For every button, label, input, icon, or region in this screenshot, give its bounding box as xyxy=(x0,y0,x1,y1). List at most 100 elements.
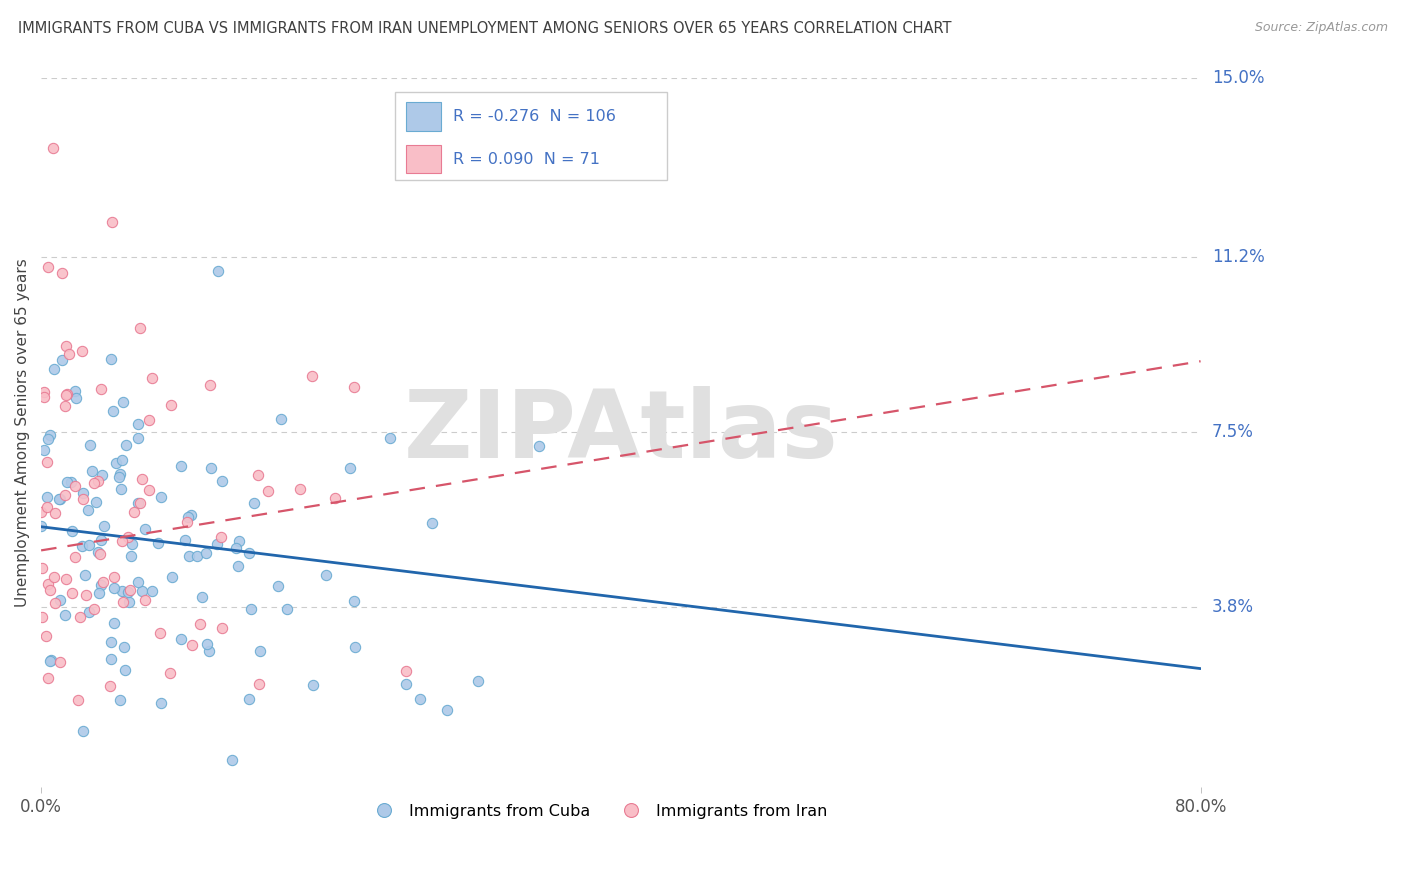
Point xyxy=(111,453,134,467)
Point xyxy=(79,438,101,452)
Point xyxy=(37,432,59,446)
Point xyxy=(72,723,94,738)
Point xyxy=(91,574,114,589)
Point xyxy=(176,515,198,529)
Point xyxy=(48,491,70,506)
Point xyxy=(301,368,323,383)
Point xyxy=(238,692,260,706)
Point xyxy=(174,533,197,547)
Point xyxy=(343,594,366,608)
Point xyxy=(101,215,124,229)
Point xyxy=(69,610,91,624)
Point xyxy=(207,263,229,277)
Point xyxy=(53,607,76,622)
Point xyxy=(117,530,139,544)
Text: 11.2%: 11.2% xyxy=(1212,248,1264,266)
Point xyxy=(121,549,143,563)
Point xyxy=(100,351,122,366)
Point xyxy=(72,492,94,507)
Point xyxy=(76,502,98,516)
Point xyxy=(395,664,418,678)
Point xyxy=(90,533,112,547)
Point xyxy=(343,640,366,654)
Point xyxy=(65,391,87,405)
Point xyxy=(117,584,139,599)
Point xyxy=(121,537,143,551)
Text: IMMIGRANTS FROM CUBA VS IMMIGRANTS FROM IRAN UNEMPLOYMENT AMONG SENIORS OVER 65 : IMMIGRANTS FROM CUBA VS IMMIGRANTS FROM … xyxy=(18,21,952,36)
Point xyxy=(39,653,62,667)
Point xyxy=(65,550,87,565)
Point xyxy=(197,644,219,658)
Point xyxy=(134,593,156,607)
Point xyxy=(211,621,233,635)
Point xyxy=(39,654,62,668)
Point xyxy=(112,394,135,409)
Point xyxy=(343,380,366,394)
Point xyxy=(30,519,52,533)
Point xyxy=(467,673,489,688)
Point xyxy=(107,469,129,483)
Point xyxy=(170,632,193,646)
Point xyxy=(82,464,104,478)
Point xyxy=(83,475,105,490)
Point xyxy=(90,383,112,397)
Point xyxy=(110,482,132,496)
Point xyxy=(114,438,136,452)
Point xyxy=(149,490,172,504)
Point xyxy=(39,582,62,597)
Point xyxy=(527,438,550,452)
Point xyxy=(84,495,107,509)
Point xyxy=(108,467,131,481)
Point xyxy=(567,165,589,179)
Point xyxy=(56,387,79,401)
Point xyxy=(191,590,214,604)
Text: R = -0.276  N = 106: R = -0.276 N = 106 xyxy=(453,109,616,124)
Point xyxy=(247,467,270,482)
Point xyxy=(65,384,87,399)
Point xyxy=(101,404,124,418)
Point xyxy=(48,491,70,506)
Point xyxy=(134,522,156,536)
Point xyxy=(32,384,55,399)
Point xyxy=(111,584,134,599)
Point xyxy=(181,638,204,652)
Point xyxy=(226,558,249,573)
Point xyxy=(162,570,184,584)
Point xyxy=(35,454,58,468)
Point xyxy=(32,390,55,404)
Point xyxy=(127,496,149,510)
Point xyxy=(127,417,149,431)
Point xyxy=(179,549,201,564)
Point xyxy=(37,577,59,591)
Point xyxy=(100,652,122,666)
Point xyxy=(315,567,337,582)
Point xyxy=(60,475,83,489)
Point xyxy=(129,321,152,335)
Point xyxy=(51,352,73,367)
Text: 15.0%: 15.0% xyxy=(1212,69,1264,87)
Point xyxy=(111,534,134,549)
Point xyxy=(127,575,149,590)
Point xyxy=(176,509,198,524)
Point xyxy=(90,578,112,592)
Point xyxy=(89,547,111,561)
Point xyxy=(127,431,149,445)
Point xyxy=(30,505,52,519)
Point xyxy=(114,663,136,677)
Text: Source: ZipAtlas.com: Source: ZipAtlas.com xyxy=(1254,21,1388,34)
Point xyxy=(103,570,125,584)
Point xyxy=(148,536,170,550)
Point xyxy=(141,371,163,385)
Point xyxy=(288,482,311,496)
Point xyxy=(270,412,292,426)
Point xyxy=(200,460,222,475)
Point xyxy=(129,496,152,510)
Point xyxy=(79,538,101,552)
Point xyxy=(436,703,458,717)
Point xyxy=(103,615,125,630)
Point xyxy=(249,644,271,658)
Point xyxy=(118,595,141,609)
Point xyxy=(159,665,181,680)
Point xyxy=(195,637,218,651)
Point xyxy=(60,585,83,599)
